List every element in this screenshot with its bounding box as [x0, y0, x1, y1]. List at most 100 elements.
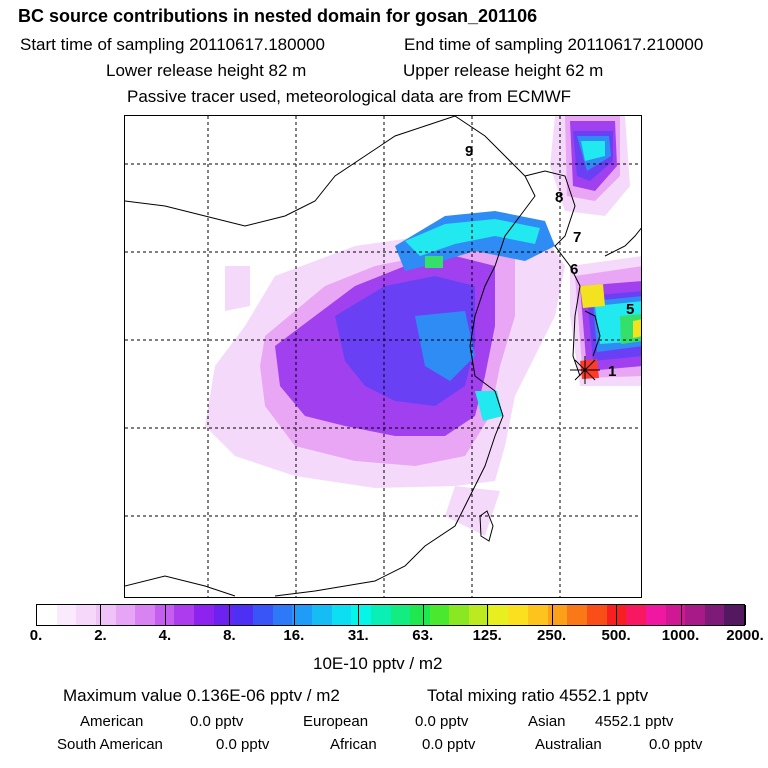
colorbar-divider: [36, 605, 37, 625]
coastline-kyushu: [584, 310, 601, 357]
colorbar-segment: [351, 605, 371, 625]
colorbar-segment: [135, 605, 155, 625]
colorbar-segment: [567, 605, 587, 625]
colorbar-segment: [429, 605, 450, 625]
colorbar-segment: [704, 605, 725, 625]
tracer-note: Passive tracer used, meteorological data…: [127, 87, 572, 106]
colorbar-tick-label: 2.: [94, 627, 107, 644]
colorbar-tick-label: 500.: [601, 627, 631, 644]
plume-halo-south: [445, 486, 500, 536]
colorbar-segment: [115, 605, 136, 625]
point-label-6: 6: [570, 261, 578, 278]
south-american-value: 0.0 pptv: [216, 736, 270, 753]
colorbar-segment: [665, 605, 686, 625]
coastline-east-asia: [274, 116, 536, 597]
coastline-korea: [524, 170, 581, 377]
colorbar-tick-label: 125.: [472, 627, 502, 644]
plume-cyan-northeast: [581, 141, 605, 161]
colorbar-divider: [100, 605, 102, 625]
colorbar-segment: [213, 605, 234, 625]
point-label-1: 1: [608, 363, 616, 380]
colorbar-tick-label: 2000.: [726, 627, 764, 644]
colorbar-segment: [370, 605, 391, 625]
colorbar-divider: [422, 605, 424, 625]
colorbar-segment: [331, 605, 352, 625]
island-taiwan: [479, 510, 494, 542]
colorbar-divider: [358, 605, 360, 625]
colorbar-segment: [586, 605, 607, 625]
coastlines: [125, 116, 641, 597]
colorbar-segment: [488, 605, 509, 625]
african-label: African: [330, 736, 377, 753]
coastline-north: [125, 116, 456, 227]
south-american-label: South American: [57, 736, 163, 753]
colorbar-divider: [551, 605, 553, 625]
colorbar-segment: [194, 605, 214, 625]
european-label: European: [303, 713, 369, 730]
map-canvas: 9 8 7 6 5 1: [125, 116, 641, 597]
plot-title: BC source contributions in nested domain…: [18, 6, 538, 26]
colorbar-segment: [56, 605, 77, 625]
colorbar: [36, 604, 746, 626]
point-label-7: 7: [573, 229, 581, 246]
map-panel: 9 8 7 6 5 1: [124, 115, 642, 598]
european-value: 0.0 pptv: [415, 713, 469, 730]
colorbar-segment: [449, 605, 470, 625]
colorbar-segment: [272, 605, 293, 625]
plume-yellow-patch: [580, 284, 605, 308]
colorbar-segment: [724, 605, 745, 625]
colorbar-tick-label: 31.: [347, 627, 369, 644]
start-time-label: Start time of sampling 20110617.180000: [20, 35, 325, 54]
plume-red-hotspot: [580, 359, 599, 379]
upper-height-label: Upper release height 62 m: [403, 61, 604, 80]
colorbar-tick-label: 8.: [223, 627, 236, 644]
receptor-marker: [570, 356, 600, 384]
australian-value: 0.0 pptv: [649, 736, 703, 753]
colorbar-segment: [174, 605, 195, 625]
point-label-5: 5: [626, 301, 634, 318]
colorbar-tick-label: 63.: [412, 627, 434, 644]
colorbar-divider: [293, 605, 295, 625]
asian-label: Asian: [528, 713, 566, 730]
colorbar-segment: [528, 605, 548, 625]
plume-green-patch: [425, 256, 443, 268]
colorbar-unit: 10E-10 pptv / m2: [313, 654, 443, 673]
colorbar-tick-label: 0.: [29, 627, 43, 644]
colorbar-segment: [469, 605, 489, 625]
colorbar-segment: [95, 605, 116, 625]
colorbar-segment: [311, 605, 332, 625]
colorbar-segment: [547, 605, 568, 625]
colorbar-divider: [229, 605, 231, 625]
colorbar-segment: [626, 605, 646, 625]
colorbar-segment: [292, 605, 312, 625]
receptor-line-d: [574, 359, 596, 381]
colorbar-segment: [685, 605, 705, 625]
plume-halo-west: [225, 266, 250, 311]
point-label-9: 9: [465, 143, 473, 160]
point-label-8: 8: [555, 189, 563, 206]
colorbar-segment: [410, 605, 430, 625]
colorbar-tick-label: 1000.: [661, 627, 700, 644]
african-value: 0.0 pptv: [422, 736, 476, 753]
colorbar-segment: [154, 605, 175, 625]
american-label: American: [80, 713, 144, 730]
colorbar-divider: [680, 605, 682, 625]
end-time-label: End time of sampling 20110617.210000: [404, 35, 704, 54]
colorbar-segment: [76, 605, 96, 625]
plume-blue-center: [415, 311, 475, 381]
colorbar-divider: [616, 605, 618, 625]
total-mixing-label: Total mixing ratio 4552.1 pptv: [427, 686, 649, 705]
colorbar-tick-label: 4.: [158, 627, 172, 644]
colorbar-tick-label: 250.: [537, 627, 567, 644]
australian-label: Australian: [535, 736, 602, 753]
max-value-label: Maximum value 0.136E-06 pptv / m2: [63, 686, 340, 705]
american-value: 0.0 pptv: [190, 713, 244, 730]
colorbar-segment: [37, 605, 57, 625]
colorbar-divider: [745, 605, 746, 625]
colorbar-segment: [508, 605, 529, 625]
plume-yellow-east: [633, 319, 641, 338]
colorbar-segment: [645, 605, 666, 625]
gridlines: [125, 116, 641, 597]
border-inland: [125, 575, 236, 597]
colorbar-segment: [390, 605, 411, 625]
